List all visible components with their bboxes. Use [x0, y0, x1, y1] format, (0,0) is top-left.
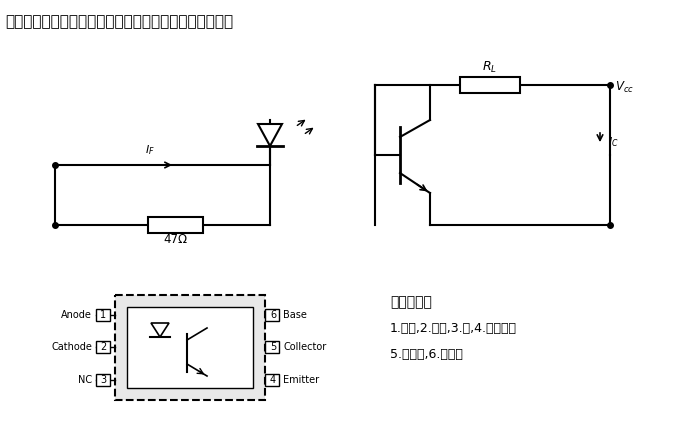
- Text: 6: 6: [270, 310, 276, 320]
- Bar: [96, 309, 110, 321]
- Text: 1.阳极,2.阴极,3.空,4.发射极，: 1.阳极,2.阴极,3.空,4.发射极，: [390, 322, 517, 335]
- Text: 2: 2: [100, 342, 106, 352]
- Text: 用途：用于工业控制、隔离电路、办公设备及通讯领域。: 用途：用于工业控制、隔离电路、办公设备及通讯领域。: [5, 14, 233, 29]
- Bar: [460, 77, 520, 93]
- Text: NC: NC: [78, 375, 92, 385]
- Bar: [265, 374, 279, 386]
- Bar: [127, 307, 253, 388]
- Text: 5: 5: [270, 342, 276, 352]
- Bar: [96, 341, 110, 353]
- Text: Cathode: Cathode: [51, 342, 92, 352]
- Text: $I_F$: $I_F$: [145, 143, 155, 157]
- Text: 管脚说明：: 管脚说明：: [390, 295, 432, 309]
- Text: Base: Base: [283, 310, 307, 320]
- Text: 3: 3: [100, 375, 106, 385]
- Text: Emitter: Emitter: [283, 375, 319, 385]
- Text: Anode: Anode: [61, 310, 92, 320]
- Bar: [148, 217, 203, 233]
- Text: $V_{cc}$: $V_{cc}$: [615, 79, 634, 94]
- Bar: [115, 295, 265, 400]
- Text: Collector: Collector: [283, 342, 326, 352]
- Bar: [96, 374, 110, 386]
- Text: 4: 4: [270, 375, 276, 385]
- Text: $R_L$: $R_L$: [482, 60, 498, 75]
- Polygon shape: [151, 323, 169, 337]
- Text: 1: 1: [100, 310, 106, 320]
- Text: 47Ω: 47Ω: [163, 233, 187, 246]
- Bar: [265, 341, 279, 353]
- Text: 5.集电极,6.基极。: 5.集电极,6.基极。: [390, 348, 463, 361]
- Text: $I_C$: $I_C$: [608, 135, 618, 149]
- Bar: [265, 309, 279, 321]
- Polygon shape: [258, 124, 282, 146]
